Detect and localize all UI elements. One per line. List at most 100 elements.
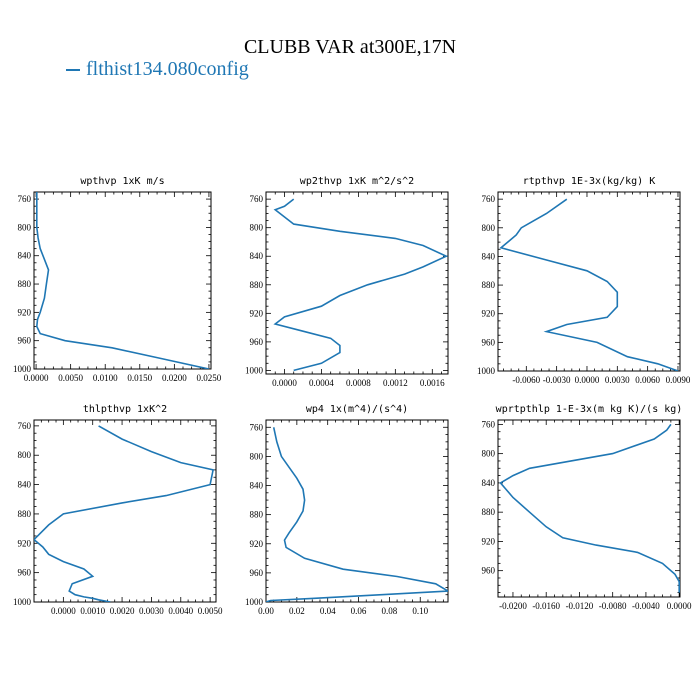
panel-6: wprtpthlp 1-E-3x(m kg K)/(s kg)760 800 840…: [482, 404, 693, 611]
y-tick-label: 960: [18, 568, 32, 578]
y-tick-label: 960: [482, 337, 496, 347]
y-tick-label: 800: [18, 450, 32, 460]
plot-frame: [265, 419, 449, 603]
legend: flthist134.080config: [66, 58, 249, 81]
y-tick-label: 1000: [13, 597, 32, 607]
figure-title: CLUBB VAR at300E,17N: [243, 36, 457, 58]
y-tick-label: 840: [482, 478, 496, 488]
y-tick-label: 960: [482, 566, 496, 576]
y-tick-label: 920: [250, 308, 264, 318]
x-tick-label: 0.0020: [110, 606, 135, 616]
y-tick-label: 840: [18, 251, 32, 261]
y-tick-label: 920: [482, 309, 496, 319]
x-tick-label: 0.04: [320, 606, 336, 616]
series-line: [273, 198, 448, 372]
x-tick-label: 0.08: [382, 606, 398, 616]
y-tick-label: 800: [482, 223, 496, 233]
y-tick-label: 880: [250, 510, 264, 520]
y-tick-label: 760: [18, 194, 32, 204]
x-tick-label: -0.0060: [512, 375, 540, 385]
y-tick-label: 800: [482, 449, 496, 459]
y-tick-label: 960: [250, 568, 264, 578]
x-tick-label: 0.0000: [51, 606, 76, 616]
y-tick-label: 760: [482, 419, 496, 429]
y-tick-label: 760: [250, 422, 264, 432]
x-tick-label: 0.0008: [346, 378, 371, 388]
y-tick-label: 1000: [13, 364, 32, 374]
series-line: [34, 425, 215, 602]
x-tick-label: 0.10: [412, 606, 428, 616]
x-tick-label: 0.0030: [605, 375, 630, 385]
y-tick-label: 960: [18, 336, 32, 346]
x-tick-label: 0.0100: [93, 373, 118, 383]
x-tick-label: 0.0016: [420, 378, 445, 388]
plot-frame: [497, 419, 681, 598]
series-line: [266, 427, 448, 602]
y-tick-label: 880: [482, 280, 496, 290]
x-tick-label: 0.0060: [635, 375, 660, 385]
y-tick-label: 920: [250, 539, 264, 549]
plot-frame: [497, 191, 681, 372]
y-tick-label: 800: [250, 223, 264, 233]
legend-label: flthist134.080config: [86, 58, 249, 80]
plot-frame: [33, 191, 212, 370]
y-tick-label: 1000: [245, 597, 264, 607]
panel-5: wp4 1x(m^4)/(s^4)76080084088092096010000…: [245, 404, 449, 616]
x-tick-label: -0.0040: [632, 601, 660, 611]
x-tick-label: 0.0250: [197, 373, 222, 383]
series-line: [499, 198, 679, 371]
y-tick-label: 760: [18, 421, 32, 431]
y-tick-label: 840: [250, 481, 264, 491]
y-tick-label: 880: [18, 509, 32, 519]
panel-title: wp4 1x(m^4)/(s^4): [306, 404, 408, 415]
x-tick-label: -0.0030: [543, 375, 571, 385]
x-tick-label: 0.0000: [272, 378, 297, 388]
panel-title: wp2thvp 1xK m^2/s^2: [300, 176, 414, 187]
panel-title: wpthvp 1xK m/s: [80, 176, 164, 187]
x-tick-label: -0.0080: [599, 601, 627, 611]
y-tick-label: 920: [18, 538, 32, 548]
y-tick-label: 920: [18, 307, 32, 317]
x-tick-label: 0.0090: [666, 375, 691, 385]
x-tick-label: -0.0160: [532, 601, 560, 611]
x-tick-label: -0.0120: [566, 601, 594, 611]
y-tick-label: 760: [482, 194, 496, 204]
x-tick-label: 0.0030: [139, 606, 164, 616]
y-tick-label: 920: [482, 536, 496, 546]
y-tick-label: 1000: [245, 365, 264, 375]
y-tick-label: 1000: [477, 366, 496, 376]
x-tick-label: 0.0050: [198, 606, 223, 616]
x-tick-label: 0.0010: [80, 606, 105, 616]
panel-1: wpthvp 1xK m/s76080084088092096010000.00…: [13, 176, 222, 383]
panel-title: thlpthvp 1xK^2: [83, 404, 167, 415]
series-line: [499, 423, 680, 593]
panel-title: rtpthvp 1E-3x(kg/kg) K: [523, 176, 655, 187]
panel-4: thlpthvp 1xK^2 760 800 840 880 920 960 1000 0.00…: [13, 404, 223, 616]
x-tick-label: 0.0200: [162, 373, 187, 383]
y-tick-label: 960: [250, 337, 264, 347]
x-tick-label: 0.0050: [58, 373, 83, 383]
panel-title: wprtpthlp 1-E-3x(m kg K)/(s kg): [496, 404, 683, 415]
x-tick-label: 0.0000: [575, 375, 600, 385]
panel-2: wp2thvp 1xK m^2/s^2 760 800 840 880 920 960 100…: [245, 176, 449, 388]
y-tick-label: 800: [250, 451, 264, 461]
plot-frame: [265, 191, 449, 375]
y-tick-label: 840: [482, 251, 496, 261]
y-tick-label: 880: [250, 280, 264, 290]
x-tick-label: 0.00: [258, 606, 274, 616]
x-tick-label: 0.0012: [383, 378, 408, 388]
x-tick-label: 0.0000: [24, 373, 49, 383]
y-tick-label: 880: [18, 279, 32, 289]
x-tick-label: 0.0150: [127, 373, 152, 383]
y-tick-label: 840: [250, 251, 264, 261]
y-tick-label: 760: [250, 194, 264, 204]
plot-frame: [33, 419, 217, 603]
x-tick-label: 0.0000: [667, 601, 692, 611]
panel-3: rtpthvp 1E-3x(kg/kg) K 760 800 840 880 920 960…: [477, 176, 691, 385]
x-tick-label: 0.02: [289, 606, 305, 616]
x-tick-label: 0.0004: [309, 378, 334, 388]
y-tick-label: 800: [18, 222, 32, 232]
y-tick-label: 840: [18, 480, 32, 490]
series-line: [35, 192, 210, 369]
